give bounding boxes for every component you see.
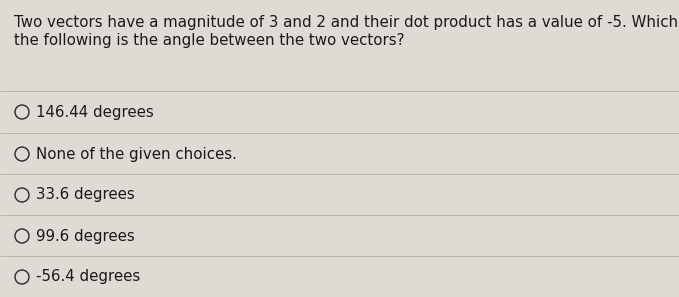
Text: None of the given choices.: None of the given choices.	[36, 146, 237, 162]
Text: 99.6 degrees: 99.6 degrees	[36, 228, 134, 244]
Text: 33.6 degrees: 33.6 degrees	[36, 187, 134, 203]
Text: -56.4 degrees: -56.4 degrees	[36, 269, 141, 285]
Text: the following is the angle between the two vectors?: the following is the angle between the t…	[14, 33, 405, 48]
Text: Two vectors have a magnitude of 3 and 2 and their dot product has a value of -5.: Two vectors have a magnitude of 3 and 2 …	[14, 15, 679, 30]
Text: 146.44 degrees: 146.44 degrees	[36, 105, 153, 119]
